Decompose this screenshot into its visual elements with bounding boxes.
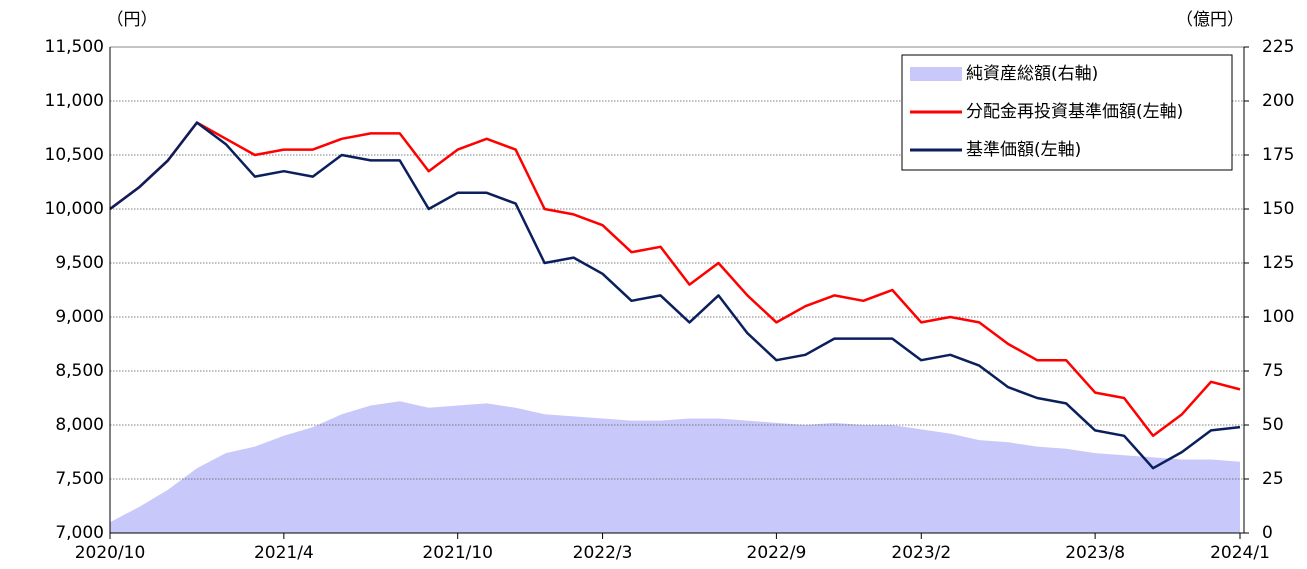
left-axis-label: （円） (107, 10, 158, 30)
legend-label: 基準価額(左軸) (966, 140, 1081, 160)
y-tick-label: 7,000 (55, 523, 104, 543)
y-tick-label: 9,500 (55, 253, 104, 273)
y-tick-label: 11,500 (45, 37, 104, 57)
legend-label: 分配金再投資基準価額(左軸) (966, 102, 1183, 122)
y2-tick-label: 75 (1262, 361, 1284, 381)
x-tick-label: 2024/1 (1210, 543, 1270, 563)
y2-tick-label: 50 (1262, 415, 1284, 435)
legend-label: 純資産総額(右軸) (966, 64, 1098, 84)
line (109, 121, 1241, 438)
x-tick-label: 2020/10 (75, 543, 146, 563)
y-tick-label: 9,000 (55, 307, 104, 327)
y-tick-label: 8,500 (55, 361, 104, 381)
y-tick-label: 10,500 (45, 145, 104, 165)
y2-tick-label: 225 (1262, 37, 1294, 57)
x-tick-label: 2021/4 (254, 543, 314, 563)
x-tick-label: 2022/3 (573, 543, 633, 563)
right-axis-label: （億円） (1176, 10, 1244, 30)
y-tick-label: 8,000 (55, 415, 104, 435)
y-tick-label: 7,500 (55, 469, 104, 489)
x-tick-label: 2021/10 (422, 543, 493, 563)
area (110, 401, 1240, 533)
y2-tick-label: 125 (1262, 253, 1294, 273)
x-tick-label: 2023/2 (891, 543, 951, 563)
y-tick-label: 10,000 (45, 199, 104, 219)
x-tick-label: 2023/8 (1065, 543, 1125, 563)
y-tick-label: 11,000 (45, 91, 104, 111)
legend-swatch (910, 67, 962, 81)
y2-tick-label: 150 (1262, 199, 1294, 219)
line (109, 121, 1241, 470)
x-tick-label: 2022/9 (747, 543, 807, 563)
y2-tick-label: 25 (1262, 469, 1284, 489)
y2-tick-label: 0 (1262, 523, 1273, 543)
y2-tick-label: 175 (1262, 145, 1294, 165)
y2-tick-label: 100 (1262, 307, 1294, 327)
y2-tick-label: 200 (1262, 91, 1294, 111)
